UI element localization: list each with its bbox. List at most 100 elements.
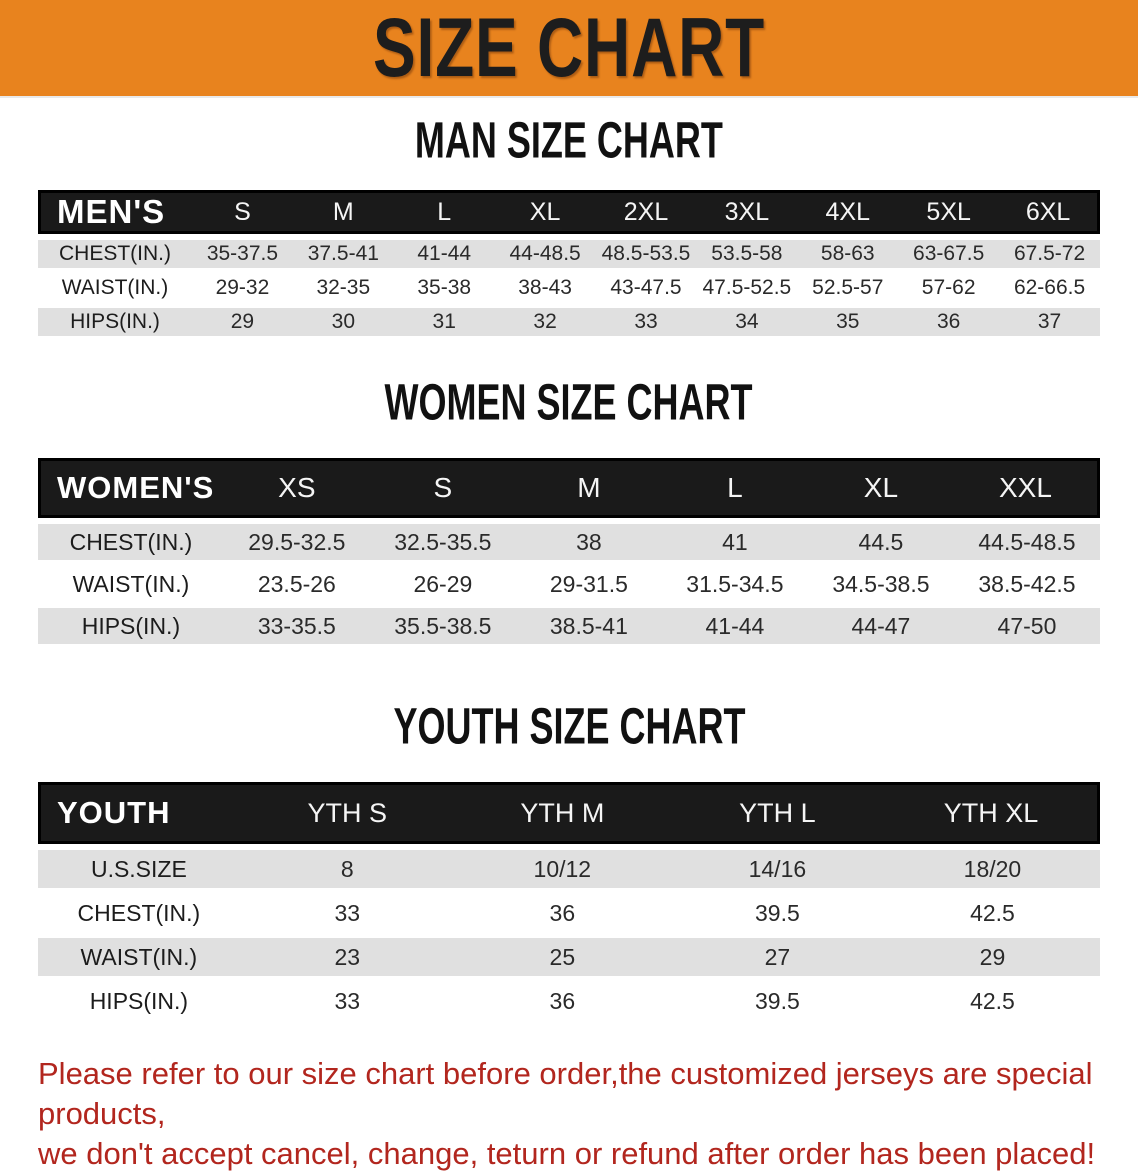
size-value-cell: 23.5-26 [257, 570, 336, 597]
page-title: SIZE CHART [373, 1, 765, 94]
size-value-cell: 41-44 [705, 612, 765, 639]
size-column-header: M [515, 458, 662, 518]
size-value-cell: 44.5 [858, 528, 904, 555]
size-value-cell: 62-66.5 [1013, 276, 1086, 299]
women-section-heading: WOMEN SIZE CHART [385, 373, 753, 431]
size-value-cell: 33 [334, 899, 361, 926]
size-value-cell: 37 [1037, 310, 1062, 333]
size-value-cell: 67.5-72 [1013, 242, 1086, 265]
size-value-cell: 32 [533, 310, 557, 333]
size-value-cell: 23 [334, 943, 361, 970]
size-value-cell: 58-63 [820, 242, 875, 265]
size-value-cell: 34.5-38.5 [832, 570, 930, 597]
size-value-cell: 36 [936, 310, 961, 333]
size-value-cell: 36 [549, 899, 576, 926]
size-value-cell: 35-37.5 [206, 242, 279, 265]
size-value-cell: 29-32 [215, 276, 270, 299]
size-value-cell: 39.5 [755, 987, 800, 1014]
size-column-header: YTH M [454, 782, 670, 844]
size-value-cell: 41 [722, 528, 748, 555]
table-header-row: YOUTH YTH S YTH M YTH L YTH XL [38, 782, 1100, 844]
row-label: WAIST(IN.) [72, 570, 190, 597]
men-section-heading: MAN SIZE CHART [414, 111, 723, 169]
table-header-label: MEN'S [38, 190, 192, 234]
table-row: CHEST(IN.) 29.5-32.5 32.5-35.5 38 41 44.5 44.5… [38, 524, 1100, 560]
table-row: WAIST(IN.) 23.5-26 26-29 29-31.5 31.5-34.5 34… [38, 566, 1100, 602]
size-value-cell: 32.5-35.5 [394, 528, 492, 555]
size-column-header: 6XL [999, 190, 1100, 234]
row-label: WAIST(IN.) [80, 943, 198, 970]
size-value-cell: 29 [230, 310, 255, 333]
size-column-header: XL [807, 458, 954, 518]
size-value-cell: 39.5 [755, 899, 800, 926]
size-value-cell: 47-50 [997, 612, 1057, 639]
size-column-header: 3XL [696, 190, 798, 234]
table-row: HIPS(IN.) 29 30 31 32 33 34 35 36 37 [38, 308, 1100, 336]
size-value-cell: 52.5-57 [812, 276, 884, 299]
row-label: CHEST(IN.) [69, 528, 193, 555]
size-value-cell: 38.5-42.5 [978, 570, 1076, 597]
size-value-cell: 31 [432, 310, 456, 333]
table-row: WAIST(IN.) 29-32 32-35 35-38 38-43 43-47.5 47.… [38, 274, 1100, 302]
size-value-cell: 14/16 [748, 855, 807, 882]
size-column-header: XS [223, 458, 370, 518]
size-column-header: S [369, 458, 516, 518]
size-value-cell: 42.5 [970, 987, 1015, 1014]
size-value-cell: 34 [735, 310, 759, 333]
table-header-row: MEN'S S M L XL 2XL 3XL 4XL 5XL 6XL [38, 190, 1100, 234]
size-value-cell: 44.5-48.5 [978, 528, 1076, 555]
size-value-cell: 25 [549, 943, 576, 970]
size-column-header: M [292, 190, 394, 234]
size-column-header: S [191, 190, 293, 234]
size-column-header: YTH S [239, 782, 455, 844]
size-column-header: YTH L [669, 782, 885, 844]
disclaimer-line-2: we don't accept cancel, change, teturn o… [38, 1136, 1096, 1171]
table-row: CHEST(IN.) 35-37.5 37.5-41 41-44 44-48.5 48.5… [38, 240, 1100, 268]
size-value-cell: 63-67.5 [913, 242, 985, 265]
youth-size-table: YOUTH YTH S YTH M YTH L YTH XL U.S.SIZE 8 10/12… [38, 776, 1100, 1026]
size-value-cell: 42.5 [970, 899, 1015, 926]
size-value-cell: 35 [836, 310, 860, 333]
section-men: MAN SIZE CHART MEN'S S M L XL 2XL 3XL 4XL 5XL 6XL… [0, 111, 1138, 342]
size-column-header: L [393, 190, 495, 234]
size-value-cell: 32-35 [316, 276, 371, 299]
size-column-header: 5XL [898, 190, 1000, 234]
table-header-label: YOUTH [38, 782, 240, 844]
size-value-cell: 47.5-52.5 [702, 276, 792, 299]
size-value-cell: 36 [549, 987, 576, 1014]
size-column-header: XL [494, 190, 596, 234]
row-label: HIPS(IN.) [70, 310, 160, 333]
size-value-cell: 30 [331, 310, 355, 333]
table-row: CHEST(IN.) 33 36 39.5 42.5 [38, 894, 1100, 932]
table-row: U.S.SIZE 8 10/12 14/16 18/20 [38, 850, 1100, 888]
banner: SIZE CHART [0, 0, 1138, 98]
size-value-cell: 53.5-58 [711, 242, 783, 265]
size-value-cell: 38 [576, 528, 602, 555]
section-women: WOMEN SIZE CHART WOMEN'S XS S M L XL XXL CHEST(… [0, 373, 1138, 650]
size-value-cell: 37.5-41 [307, 242, 379, 265]
size-column-header: XXL [953, 458, 1100, 518]
size-value-cell: 33 [334, 987, 361, 1014]
size-value-cell: 33 [634, 310, 658, 333]
size-value-cell: 35.5-38.5 [394, 612, 492, 639]
size-column-header: L [661, 458, 808, 518]
row-label: HIPS(IN.) [89, 987, 189, 1014]
table-row: WAIST(IN.) 23 25 27 29 [38, 938, 1100, 976]
size-value-cell: 29 [979, 943, 1006, 970]
women-size-table: WOMEN'S XS S M L XL XXL CHEST(IN.) 29.5-32.5 32.5… [38, 452, 1100, 650]
size-column-header: 4XL [797, 190, 899, 234]
size-value-cell: 8 [340, 855, 354, 882]
size-value-cell: 44-47 [851, 612, 911, 639]
size-value-cell: 18/20 [963, 855, 1022, 882]
size-value-cell: 48.5-53.5 [601, 242, 691, 265]
size-value-cell: 38-43 [518, 276, 572, 299]
size-value-cell: 57-62 [921, 276, 976, 299]
disclaimer-line-1: Please refer to our size chart before or… [38, 1056, 1093, 1131]
size-value-cell: 29-31.5 [549, 570, 628, 597]
size-value-cell: 38.5-41 [549, 612, 628, 639]
table-header-row: WOMEN'S XS S M L XL XXL [38, 458, 1100, 518]
row-label: CHEST(IN.) [77, 899, 201, 926]
row-label: U.S.SIZE [90, 855, 187, 882]
section-youth: YOUTH SIZE CHART YOUTH YTH S YTH M YTH L YTH… [0, 699, 1138, 1026]
size-value-cell: 26-29 [413, 570, 473, 597]
